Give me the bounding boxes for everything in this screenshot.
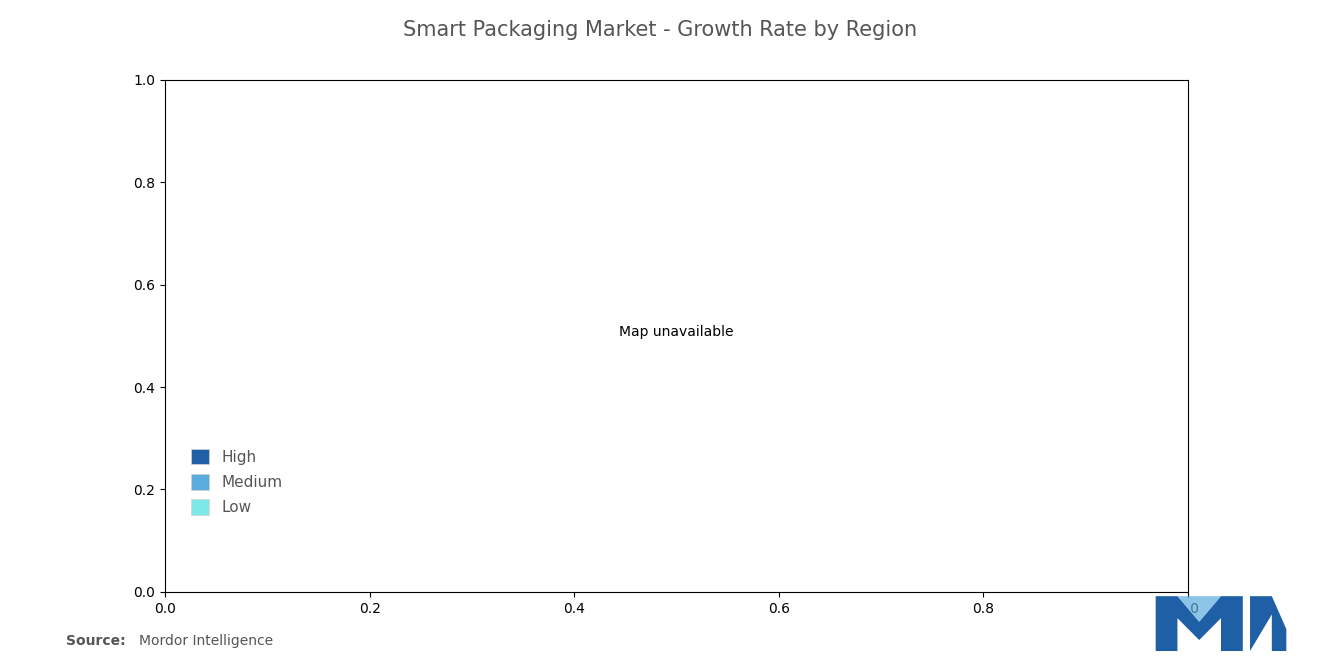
Text: Source:: Source: <box>66 634 125 648</box>
Text: Map unavailable: Map unavailable <box>619 325 734 339</box>
Polygon shape <box>1156 596 1243 651</box>
Text: Mordor Intelligence: Mordor Intelligence <box>139 634 273 648</box>
Legend: High, Medium, Low: High, Medium, Low <box>183 441 290 523</box>
Text: Smart Packaging Market - Growth Rate by Region: Smart Packaging Market - Growth Rate by … <box>403 20 917 40</box>
Polygon shape <box>1250 596 1286 651</box>
Polygon shape <box>1177 596 1221 622</box>
